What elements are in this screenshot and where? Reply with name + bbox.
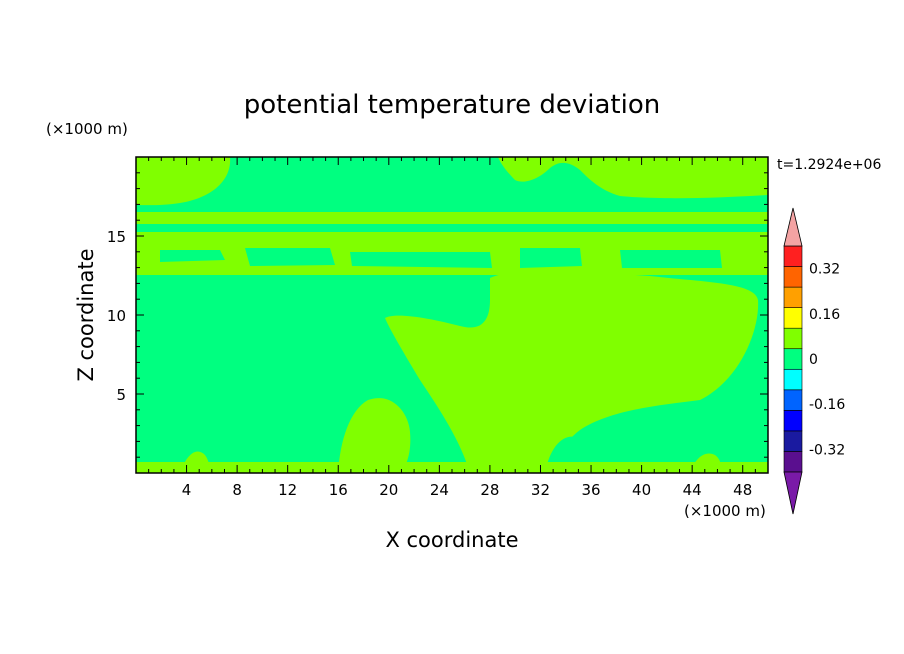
x-tick-label: 8 bbox=[232, 481, 242, 499]
colorbar-swatch bbox=[783, 348, 803, 370]
x-tick-label: 16 bbox=[329, 481, 348, 499]
chart-title: potential temperature deviation bbox=[244, 90, 660, 120]
x-tick-label: 36 bbox=[581, 481, 600, 499]
contour-region bbox=[136, 462, 768, 473]
y-tick-label: 5 bbox=[116, 386, 126, 404]
x-tick-label: 40 bbox=[632, 481, 651, 499]
contour-region bbox=[136, 270, 768, 275]
y-axis-label: Z coordinate bbox=[74, 248, 98, 381]
colorbar-label: -0.16 bbox=[809, 397, 845, 413]
x-tick-label: 32 bbox=[531, 481, 550, 499]
contour-region bbox=[338, 398, 411, 473]
contour-region bbox=[385, 270, 759, 473]
colorbar-swatch bbox=[783, 410, 803, 432]
y-tick-label: 10 bbox=[107, 307, 126, 325]
colorbar-swatch bbox=[783, 451, 803, 473]
colorbar-label: 0.16 bbox=[809, 307, 840, 323]
contour-region bbox=[160, 248, 722, 268]
contour-region bbox=[136, 232, 768, 242]
colorbar-swatch bbox=[783, 307, 803, 329]
y-tick-label: 15 bbox=[107, 228, 126, 246]
x-tick-label: 4 bbox=[182, 481, 192, 499]
contour-region bbox=[136, 157, 768, 212]
contour-region bbox=[136, 224, 768, 232]
colorbar-swatch bbox=[783, 286, 803, 308]
time-label: t=1.2924e+06 bbox=[777, 157, 881, 173]
x-tick-label: 48 bbox=[733, 481, 752, 499]
x-axis-ticks: 4 8 12 16 20 24 28 32 36 40 44 48 bbox=[148, 157, 756, 499]
colorbar-label: 0 bbox=[809, 352, 818, 368]
x-tick-label: 12 bbox=[278, 481, 297, 499]
colorbar-over-arrow bbox=[783, 207, 803, 247]
y-axis-ticks: 5 10 15 bbox=[107, 172, 768, 458]
x-axis-label: X coordinate bbox=[385, 528, 518, 552]
contour-region bbox=[136, 212, 768, 224]
colorbar-label: -0.32 bbox=[809, 442, 845, 458]
colorbar: 0.32 0.16 0 -0.16 -0.32 bbox=[783, 207, 845, 515]
x-unit-label: (×1000 m) bbox=[684, 502, 766, 520]
x-tick-label: 44 bbox=[683, 481, 702, 499]
colorbar-label: 0.32 bbox=[809, 262, 840, 278]
colorbar-swatch bbox=[783, 327, 803, 350]
colorbar-swatch bbox=[783, 245, 803, 267]
x-tick-label: 24 bbox=[430, 481, 449, 499]
x-tick-label: 20 bbox=[379, 481, 398, 499]
colorbar-swatch bbox=[783, 430, 803, 452]
contour-field bbox=[136, 157, 768, 473]
y-unit-label: (×1000 m) bbox=[46, 120, 128, 138]
x-tick-label: 28 bbox=[480, 481, 499, 499]
colorbar-under-arrow bbox=[783, 471, 803, 515]
colorbar-swatch bbox=[783, 266, 803, 288]
colorbar-swatch bbox=[783, 389, 803, 411]
colorbar-swatch bbox=[783, 368, 803, 391]
